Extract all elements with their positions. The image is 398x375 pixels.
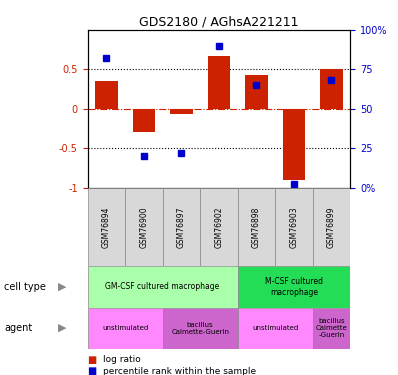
- Bar: [275, 188, 313, 266]
- Text: GSM76897: GSM76897: [177, 206, 186, 248]
- Bar: [320, 69, 343, 109]
- Text: bacillus
Calmette-Guerin: bacillus Calmette-Guerin: [171, 322, 229, 334]
- Bar: [88, 266, 238, 308]
- Text: M-CSF cultured
macrophage: M-CSF cultured macrophage: [265, 277, 323, 297]
- Text: ▶: ▶: [58, 323, 66, 333]
- Text: GSM76899: GSM76899: [327, 206, 336, 248]
- Bar: [313, 188, 350, 266]
- Bar: [238, 266, 350, 308]
- Bar: [88, 308, 163, 349]
- Text: log ratio: log ratio: [103, 356, 141, 364]
- Bar: [283, 109, 305, 180]
- Text: cell type: cell type: [4, 282, 46, 292]
- Text: unstimulated: unstimulated: [102, 325, 148, 331]
- Text: ■: ■: [88, 355, 97, 365]
- Bar: [245, 75, 268, 109]
- Text: GSM76902: GSM76902: [215, 206, 223, 248]
- Bar: [170, 109, 193, 114]
- Text: agent: agent: [4, 323, 32, 333]
- Text: GSM76903: GSM76903: [289, 206, 298, 248]
- Text: bacillus
Calmette
-Guerin: bacillus Calmette -Guerin: [316, 318, 347, 338]
- Text: GM-CSF cultured macrophage: GM-CSF cultured macrophage: [105, 282, 220, 291]
- Bar: [238, 188, 275, 266]
- Bar: [313, 308, 350, 349]
- Bar: [163, 188, 200, 266]
- Title: GDS2180 / AGhsA221211: GDS2180 / AGhsA221211: [139, 16, 298, 29]
- Text: GSM76894: GSM76894: [102, 206, 111, 248]
- Text: GSM76898: GSM76898: [252, 206, 261, 248]
- Bar: [133, 109, 155, 132]
- Text: ▶: ▶: [58, 282, 66, 292]
- Text: GSM76900: GSM76900: [139, 206, 148, 248]
- Bar: [88, 188, 125, 266]
- Text: percentile rank within the sample: percentile rank within the sample: [103, 367, 257, 375]
- Bar: [208, 56, 230, 109]
- Bar: [95, 81, 117, 109]
- Bar: [238, 308, 313, 349]
- Text: ■: ■: [88, 366, 97, 375]
- Bar: [200, 188, 238, 266]
- Text: unstimulated: unstimulated: [252, 325, 298, 331]
- Bar: [125, 188, 163, 266]
- Bar: [163, 308, 238, 349]
